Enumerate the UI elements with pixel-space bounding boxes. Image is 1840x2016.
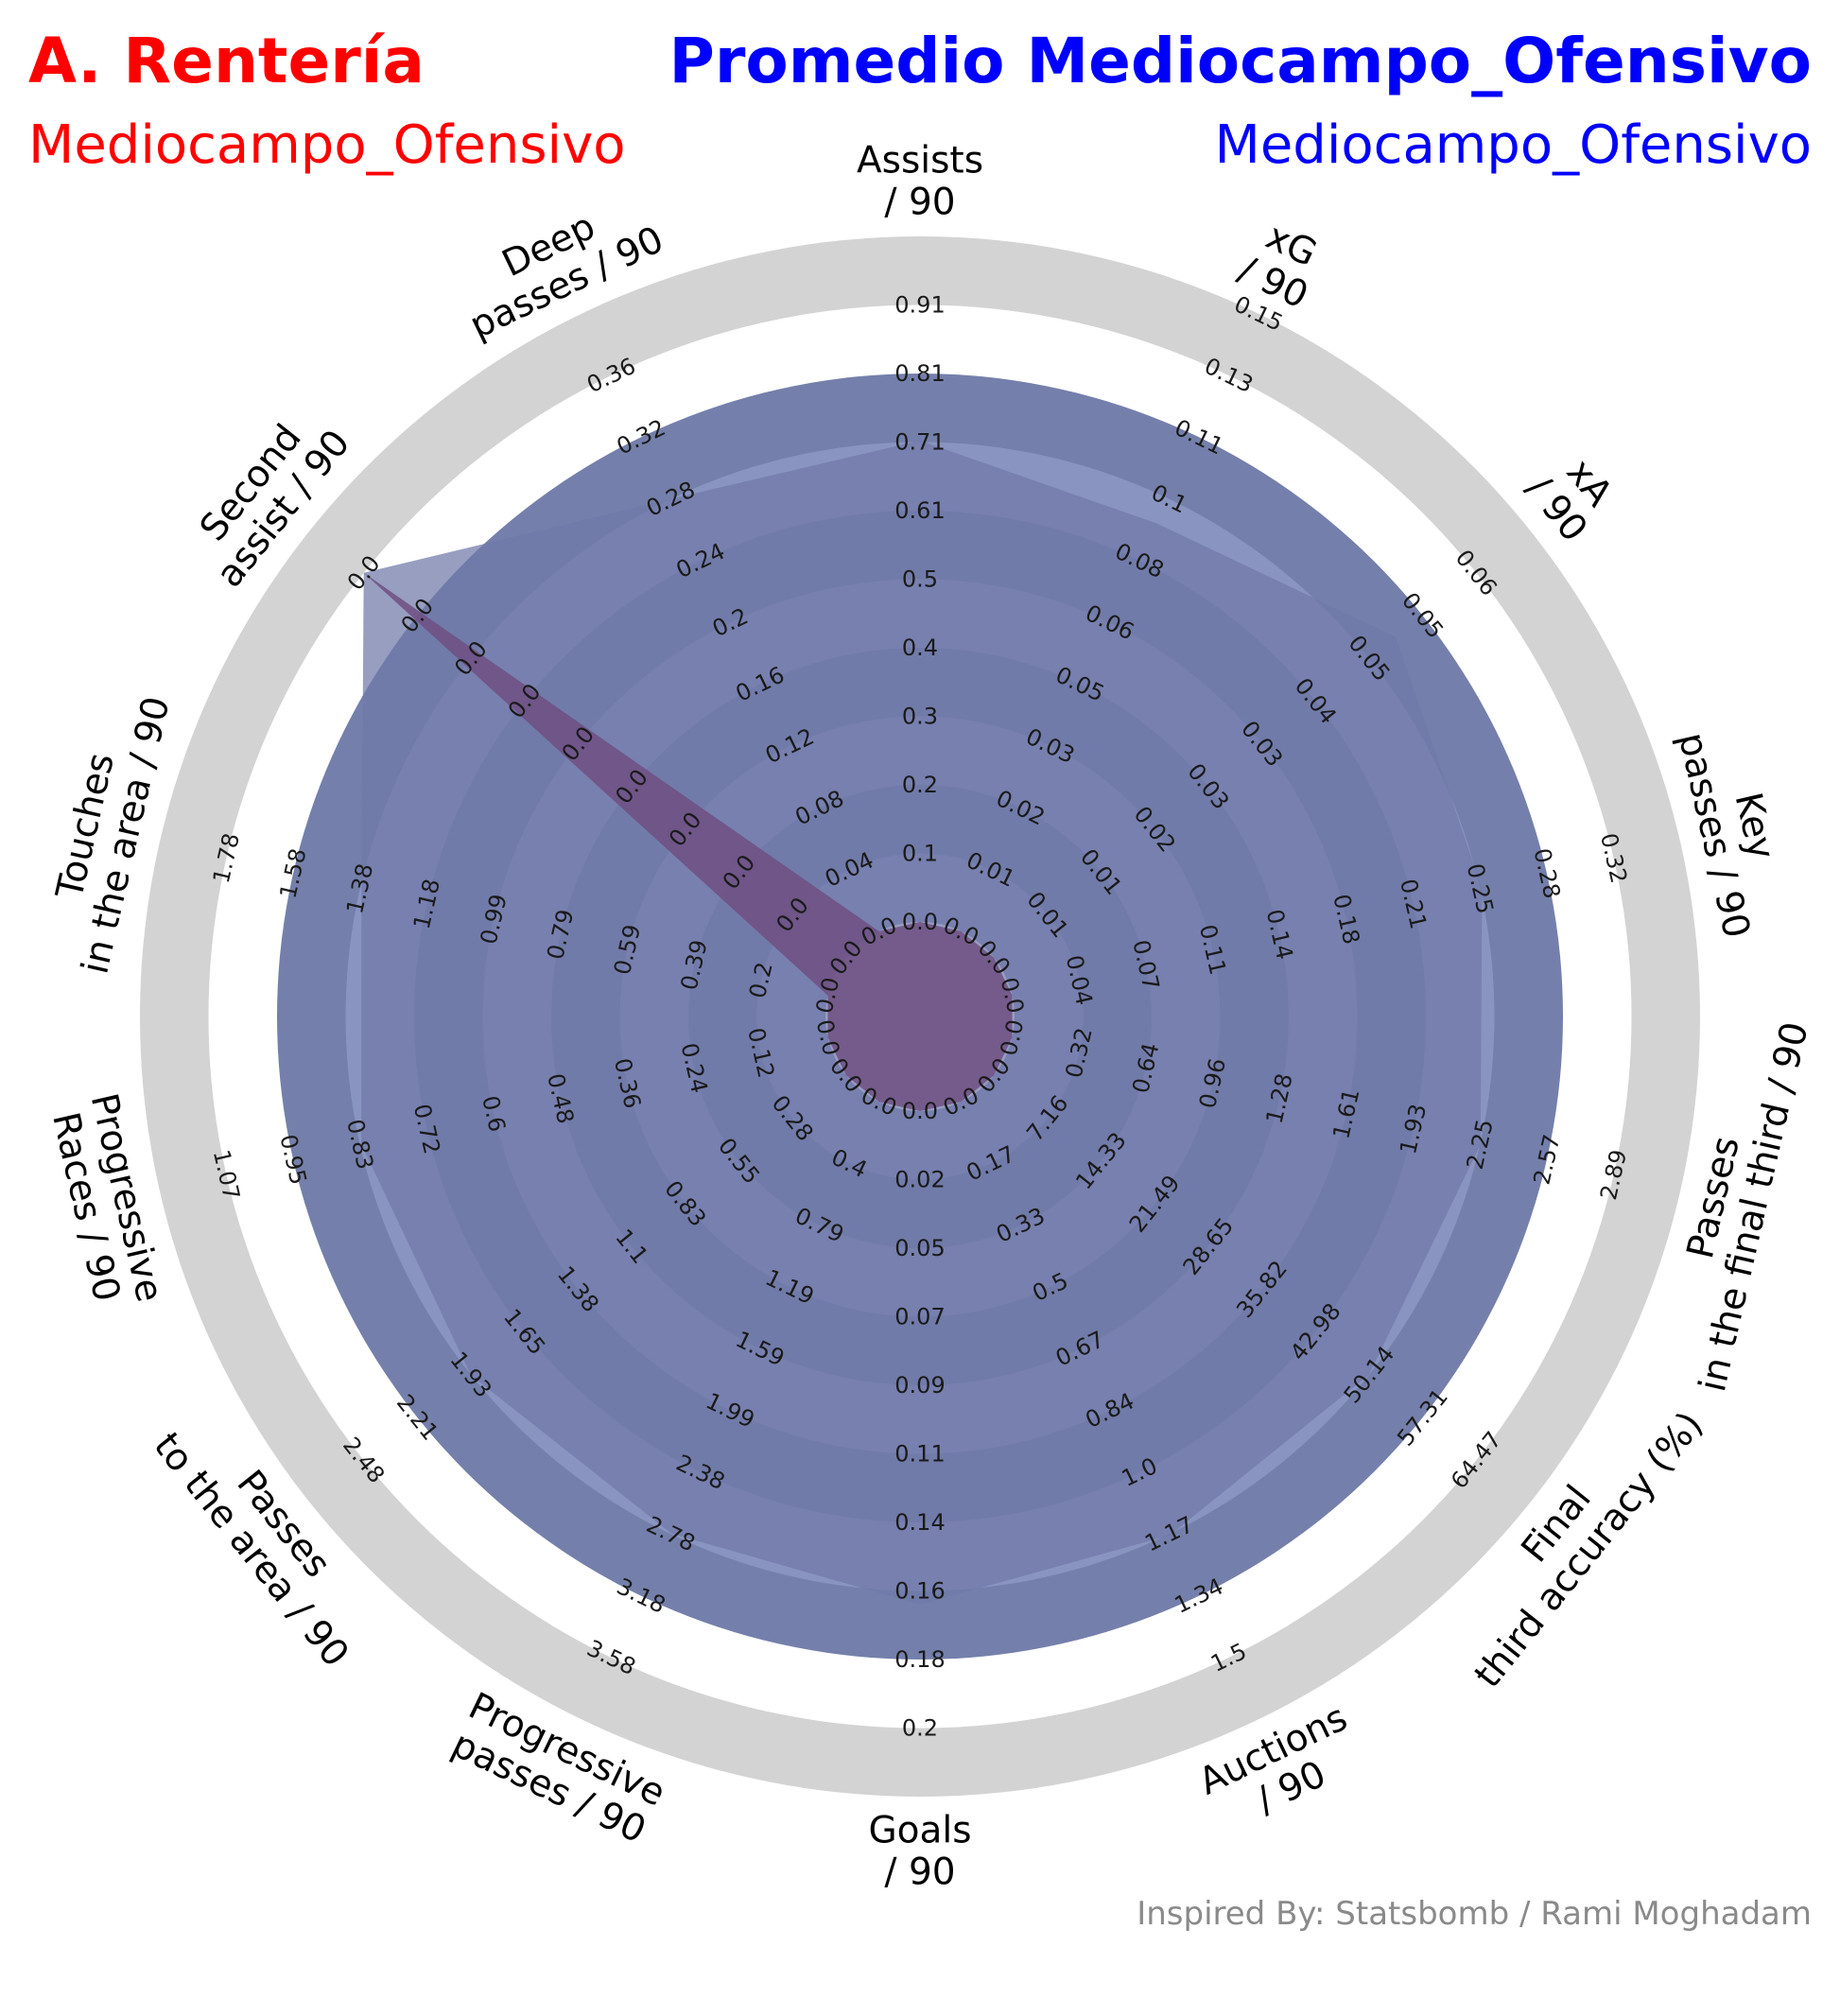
tick-label: 0.2 [902, 1715, 938, 1742]
comparison-position: Mediocampo_Ofensivo [1215, 114, 1812, 176]
tick-label: 0.1 [902, 841, 938, 867]
tick-label: 0.61 [894, 497, 945, 524]
param-label-line: / 90 [884, 1851, 955, 1894]
param-label: xA/ 90 [1518, 451, 1621, 549]
tick-label: 0.02 [894, 1167, 945, 1193]
player-position: Mediocampo_Ofensivo [28, 114, 625, 176]
comparison-name: Promedio Mediocampo_Ofensivo [669, 25, 1813, 97]
tick-label: 0.11 [894, 1441, 945, 1468]
player-name: A. Rentería [28, 25, 425, 97]
tick-label: 0.18 [894, 1646, 945, 1673]
player-polygon [363, 572, 1013, 1111]
credit-text: Inspired By: Statsbomb / Rami Moghadam [1137, 1895, 1812, 1933]
param-label: Assists/ 90 [857, 140, 983, 224]
tick-label: 0.09 [894, 1372, 945, 1399]
tick-label: 0.14 [894, 1509, 945, 1536]
param-label-line: Assists [857, 140, 983, 182]
tick-label: 0.5 [902, 566, 938, 593]
radar-polygons [361, 440, 1483, 1605]
tick-label: 0.16 [894, 1578, 945, 1605]
tick-label: 0.81 [894, 360, 945, 387]
param-label: Goals/ 90 [868, 1810, 971, 1894]
tick-label: 0.2 [902, 772, 938, 798]
tick-label: 0.0 [902, 909, 938, 935]
tick-label: 0.91 [894, 292, 945, 319]
tick-label: 0.3 [902, 704, 938, 730]
tick-label: 0.07 [894, 1304, 945, 1330]
tick-label: 0.4 [902, 634, 938, 661]
param-label-line: / 90 [884, 182, 955, 224]
tick-label: 0.0 [902, 1098, 938, 1124]
tick-label: 0.05 [894, 1235, 945, 1261]
tick-label: 0.71 [894, 429, 945, 456]
param-label-line: Goals [868, 1810, 971, 1852]
